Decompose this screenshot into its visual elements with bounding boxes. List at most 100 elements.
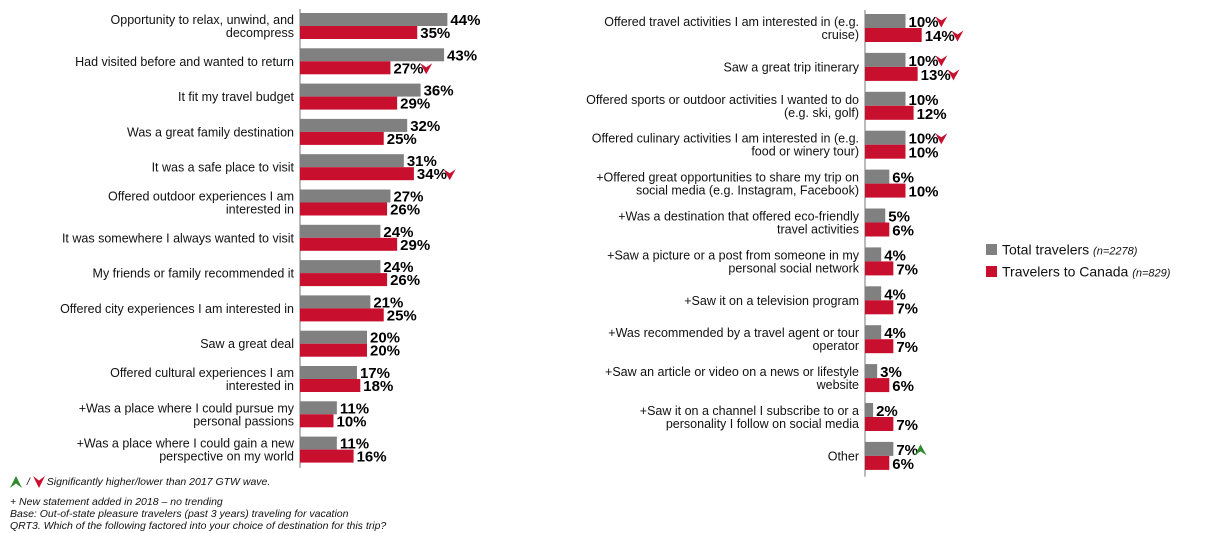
bar-total-travelers [300, 189, 391, 203]
bar-total-travelers [865, 130, 906, 145]
base-note: Base: Out-of-state pleasure travelers (p… [10, 508, 349, 520]
category-label-line: +Saw an article or video on a news or li… [605, 365, 859, 379]
category-label: +Saw it on a television program [684, 294, 859, 308]
bar-travelers-to-canada [300, 96, 398, 110]
category-label-line: Was a great family destination [127, 125, 294, 139]
bar-total-travelers [865, 325, 882, 340]
value-label: 3% [880, 364, 902, 381]
category-label-line: Saw a great deal [200, 337, 294, 351]
legend-label: Total travelers [1002, 242, 1093, 258]
value-label: 7% [896, 417, 918, 434]
category-label: Offered cultural experiences I am interes… [110, 366, 294, 393]
category-label-line: food or winery tour) [751, 145, 859, 159]
bar-travelers-to-canada [300, 308, 384, 322]
category-label-line: Saw a great trip itinerary [724, 60, 860, 74]
bar-total-travelers [865, 364, 878, 379]
legend: Total travelers (n=2278) Travelers to Can… [986, 242, 1171, 280]
category-label: Had visited before and wanted to return [75, 55, 294, 69]
category-label: Offered outdoor experiences I am interest… [108, 190, 294, 217]
value-label: 32% [410, 118, 440, 135]
bar-total-travelers [300, 401, 337, 415]
bar-total-travelers [300, 13, 448, 26]
value-label: 29% [400, 96, 430, 113]
slash-separator: / [24, 476, 33, 488]
category-label-line: +Saw it on a television program [684, 294, 859, 308]
category-label: Other [828, 449, 859, 463]
category-label: Was a great family destination [127, 125, 294, 139]
lower-arrow-icon [935, 55, 948, 67]
bar-total-travelers [865, 52, 906, 67]
bar-total-travelers [865, 247, 882, 262]
value-label: 44% [450, 12, 480, 29]
value-label: 18% [363, 378, 393, 395]
bar-total-travelers [865, 403, 874, 417]
category-label: Offered travel activities I am intereste… [604, 15, 859, 42]
bar-total-travelers [300, 366, 357, 379]
category-label-line: Offered city experiences I am interested… [60, 302, 294, 316]
category-label: Saw a great trip itinerary [724, 60, 860, 74]
value-label: 4% [884, 325, 906, 342]
bar-total-travelers [300, 48, 445, 62]
value-label: 4% [884, 247, 906, 264]
value-label: 10% [909, 14, 939, 31]
category-label-line: interested in [226, 203, 294, 217]
category-label: +Was a place where I could pursue my pers… [79, 401, 295, 428]
new-statement-note: + New statement added in 2018 – no trend… [10, 496, 223, 508]
category-label-line: personal passions [193, 414, 294, 428]
category-label-line: personal social network [728, 261, 859, 275]
value-label: 25% [387, 131, 417, 148]
bar-travelers-to-canada [300, 26, 418, 39]
legend-swatch [986, 266, 997, 277]
value-label: 29% [400, 237, 430, 254]
category-label: It was somewhere I always wanted to visi… [62, 231, 295, 245]
bar-total-travelers [300, 224, 381, 238]
category-label-line: perspective on my world [159, 450, 294, 464]
category-label-line: personality I follow on social media [666, 417, 859, 431]
category-label: It fit my travel budget [178, 90, 295, 104]
value-label: 25% [387, 307, 417, 324]
value-label: 12% [917, 106, 947, 123]
value-label: 20% [370, 330, 400, 347]
category-label-line: travel activities [777, 223, 859, 237]
legend-swatch [986, 244, 997, 255]
value-label: 31% [407, 153, 437, 170]
lower-arrow-icon [443, 169, 456, 181]
value-label: 6% [892, 170, 914, 187]
bar-travelers-to-canada [865, 455, 890, 470]
category-label-line: It fit my travel budget [178, 90, 295, 104]
bar-total-travelers [300, 118, 408, 132]
bar-total-travelers [865, 286, 882, 301]
category-label-line: +Saw it on a channel I subscribe to or a [640, 404, 859, 418]
value-label: 7% [896, 261, 918, 278]
bar-total-travelers [865, 91, 906, 106]
category-label-line: (e.g. ski, golf) [784, 106, 859, 120]
category-label-line: +Saw a picture or a post from someone in… [607, 248, 860, 262]
value-label: 4% [884, 286, 906, 303]
bar-travelers-to-canada [865, 105, 914, 120]
bar-travelers-to-canada [300, 202, 388, 216]
legend-sample-size: (n=829) [1132, 268, 1171, 280]
category-label-line: Other [828, 449, 859, 463]
bar-travelers-to-canada [300, 449, 354, 463]
value-label: 11% [340, 400, 369, 417]
legend-entry: Total travelers (n=2278) [1002, 242, 1138, 258]
category-label-line: decompress [226, 26, 294, 40]
category-label-line: +Was a place where I could pursue my [79, 401, 295, 415]
value-label: 14% [925, 28, 955, 45]
lower-arrow-icon [947, 69, 960, 81]
bar-total-travelers [300, 295, 371, 309]
value-label: 16% [357, 449, 387, 466]
lower-arrow-icon [420, 63, 433, 75]
category-label-line: Had visited before and wanted to return [75, 55, 294, 69]
value-label: 35% [420, 25, 450, 42]
value-label: 6% [892, 456, 914, 473]
bar-travelers-to-canada [865, 300, 894, 315]
bar-total-travelers [300, 260, 381, 274]
category-label-line: It was somewhere I always wanted to visi… [62, 231, 295, 245]
value-label: 10% [909, 145, 939, 162]
category-label: +Was a destination that offered eco-frie… [618, 210, 860, 237]
category-label-line: It was a safe place to visit [152, 161, 295, 175]
category-label: Offered culinary activities I am interes… [592, 132, 859, 159]
legend-sample-size: (n=2278) [1093, 246, 1138, 258]
bar-travelers-to-canada [300, 61, 391, 75]
